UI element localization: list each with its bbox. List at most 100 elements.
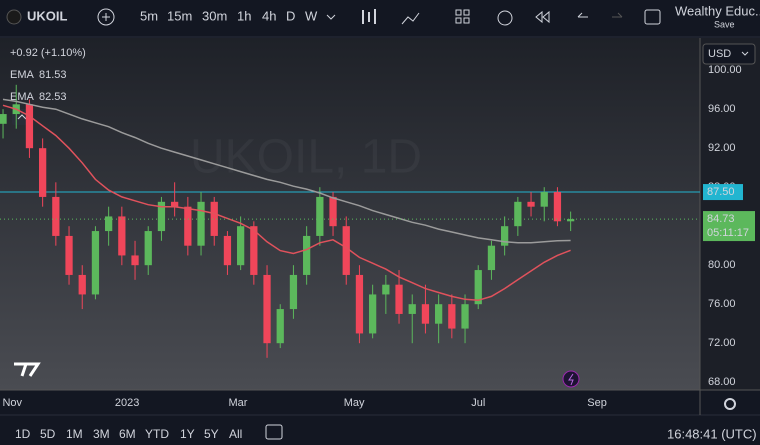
range-button[interactable]: 1D: [15, 427, 31, 441]
candle-body: [65, 235, 73, 275]
candle-body: [474, 270, 482, 305]
x-tick-label: Nov: [2, 397, 22, 409]
candle-body: [289, 274, 298, 310]
x-tick-label: Mar: [229, 397, 248, 409]
y-tick-label: 76.00: [708, 298, 736, 310]
range-button[interactable]: 3M: [93, 427, 110, 441]
account[interactable]: Wealthy Educ...: [675, 3, 760, 18]
candle-body: [395, 284, 403, 314]
price-label-bg: [703, 211, 755, 242]
candle-body: [52, 196, 60, 236]
x-tick-label: Sep: [587, 397, 607, 409]
candle-body: [197, 201, 205, 246]
range-button[interactable]: 5Y: [204, 427, 219, 441]
candle-body: [461, 304, 469, 329]
candle-body: [263, 274, 271, 344]
candle-body: [316, 196, 324, 236]
candle-body: [171, 201, 179, 207]
legend-name[interactable]: EMA: [10, 69, 35, 81]
add-compare[interactable]: [97, 8, 115, 26]
logo[interactable]: [14, 362, 41, 377]
hline-label: 87.50: [707, 186, 735, 198]
candle-body: [540, 192, 548, 207]
candle-body: [408, 304, 416, 314]
candle-body: [144, 231, 152, 266]
collapse-icon: [17, 114, 27, 120]
alert[interactable]: [497, 10, 513, 26]
interval-menu[interactable]: [326, 14, 336, 20]
interval[interactable]: 4h: [262, 8, 276, 23]
candle-body: [223, 235, 232, 266]
settings[interactable]: [724, 398, 736, 410]
candle-body: [91, 231, 100, 295]
x-tick-label: Jul: [471, 397, 485, 409]
candle-body: [0, 114, 7, 124]
candle-body: [237, 226, 245, 266]
layouts: [455, 17, 462, 24]
legend-value: 82.53: [39, 91, 67, 103]
candle-body: [514, 201, 522, 227]
symbol[interactable]: UKOIL: [27, 8, 68, 23]
interval[interactable]: 15m: [167, 8, 192, 23]
save[interactable]: Save: [714, 19, 735, 29]
interval[interactable]: W: [305, 8, 318, 23]
range-button[interactable]: 5D: [40, 427, 56, 441]
range-button[interactable]: YTD: [145, 427, 169, 441]
range-button[interactable]: 6M: [119, 427, 136, 441]
interval[interactable]: D: [286, 8, 295, 23]
candle-body: [157, 201, 166, 232]
candle-body: [39, 148, 47, 197]
event-icon: [568, 373, 574, 386]
ema-line: [2, 104, 571, 302]
candle-body: [487, 245, 496, 271]
candle-body: [131, 255, 139, 266]
y-tick-label: 72.00: [708, 337, 736, 349]
countdown: 05:11:17: [707, 227, 749, 239]
legend-value: 81.53: [39, 69, 67, 81]
currency[interactable]: USD: [708, 48, 731, 60]
candle-body: [25, 104, 34, 149]
range-button[interactable]: 1M: [66, 427, 83, 441]
watermark: UKOIL, 1D: [190, 131, 422, 184]
chart-type[interactable]: [362, 9, 376, 24]
redo[interactable]: [612, 12, 623, 18]
undo[interactable]: [577, 12, 588, 18]
candle-body: [303, 235, 311, 275]
candle-body: [567, 219, 575, 222]
fullscreen[interactable]: [644, 9, 661, 25]
candle-body: [276, 309, 284, 344]
layouts[interactable]: [455, 9, 462, 16]
y-tick-label: 100.00: [708, 64, 742, 76]
ema-line: [2, 98, 571, 244]
plus-icon: [102, 13, 110, 21]
plot-area: [0, 38, 700, 390]
interval[interactable]: 1h: [237, 8, 251, 23]
candle-body: [184, 206, 192, 246]
candle-body: [382, 284, 390, 295]
change: +0.92 (+1.10%): [10, 47, 86, 59]
price-label: 84.73: [707, 213, 735, 225]
candle-body: [369, 294, 377, 334]
candle-body: [527, 201, 535, 207]
candle-body: [435, 304, 443, 324]
currency-select[interactable]: [702, 43, 756, 65]
indicators[interactable]: [401, 12, 420, 25]
event-marker[interactable]: [562, 370, 580, 388]
y-tick-label: 80.00: [708, 259, 736, 271]
range-button[interactable]: 1Y: [180, 427, 195, 441]
y-tick-label: 96.00: [708, 103, 736, 115]
interval[interactable]: 30m: [202, 8, 227, 23]
range-button[interactable]: All: [229, 427, 242, 441]
candle-body: [342, 226, 350, 275]
layouts: [463, 9, 470, 16]
interval[interactable]: 5m: [140, 8, 158, 23]
x-tick-label: May: [344, 397, 365, 409]
clock[interactable]: 16:48:41 (UTC): [667, 426, 757, 441]
candle-body: [553, 192, 562, 222]
candle-body: [250, 226, 258, 275]
y-tick-label: 68.00: [708, 376, 736, 388]
goto-date[interactable]: [265, 424, 283, 440]
replay[interactable]: [535, 10, 550, 24]
symbol-icon[interactable]: [6, 9, 22, 25]
